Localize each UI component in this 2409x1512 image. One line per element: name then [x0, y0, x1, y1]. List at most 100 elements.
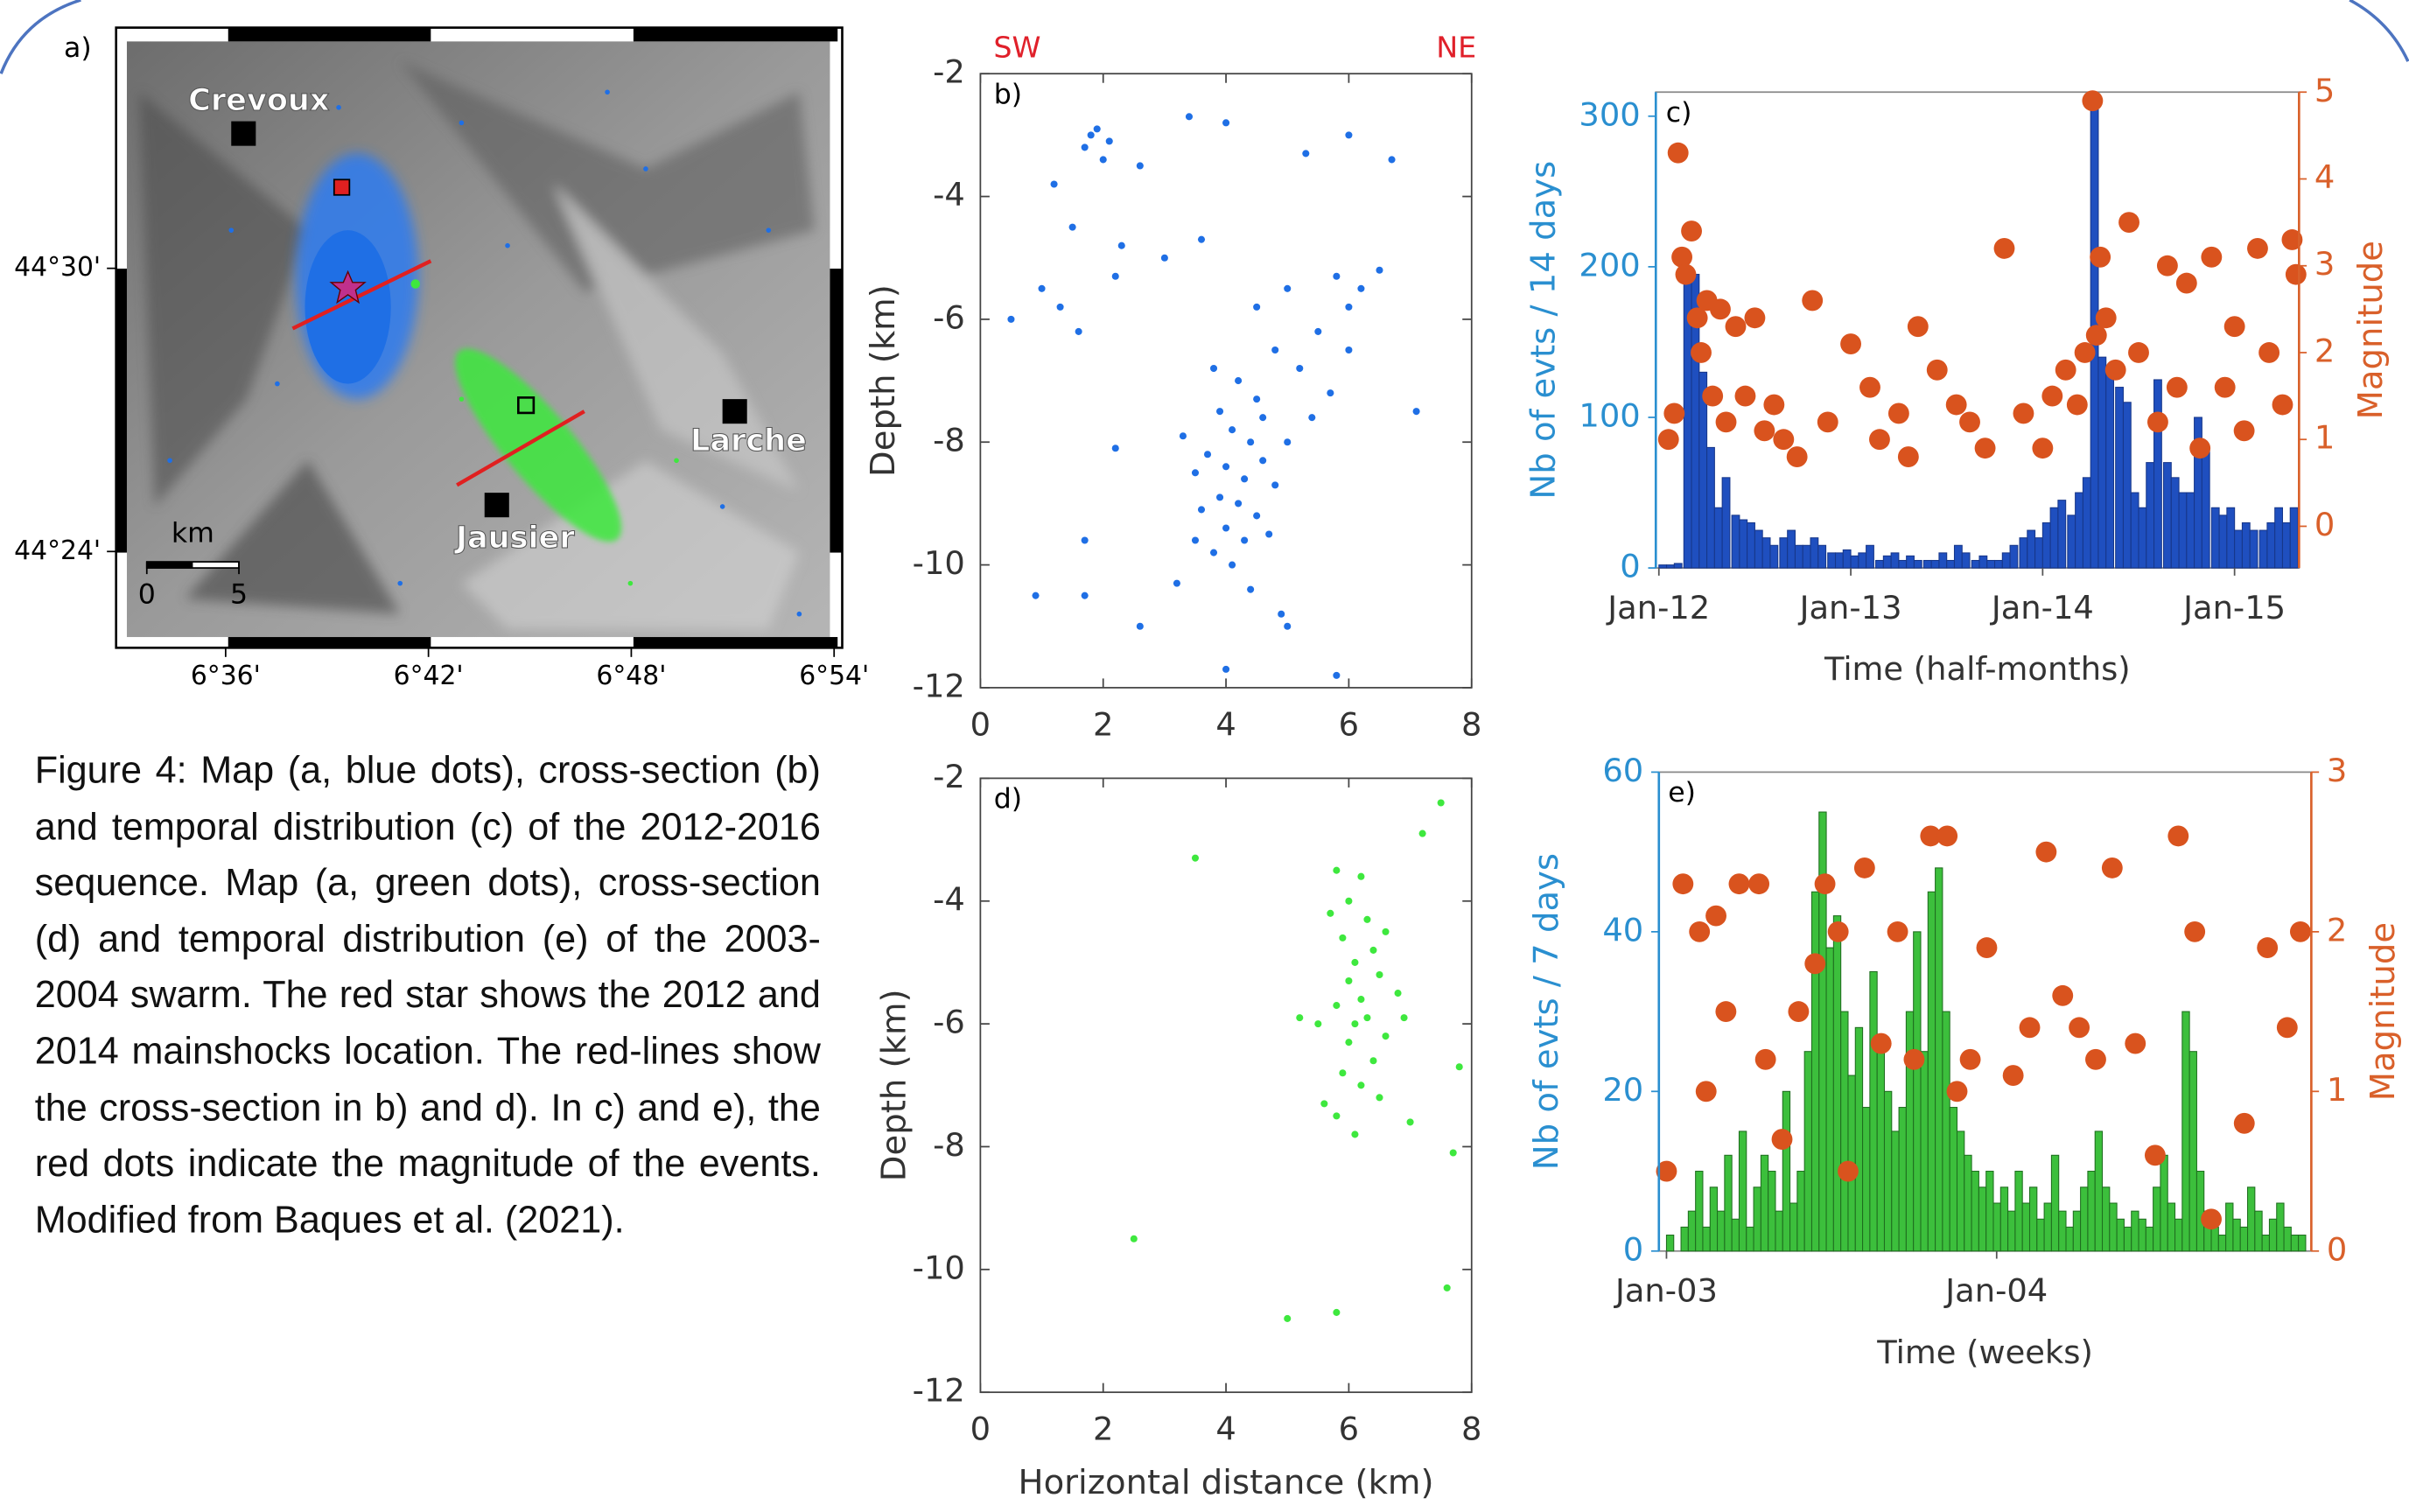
- y-tick-label: -4: [933, 176, 965, 214]
- event-dot: [1351, 1130, 1359, 1138]
- count-bar: [2145, 1226, 2154, 1252]
- scale-tick-label: 5: [230, 579, 248, 611]
- x-tick-label: 6°42': [394, 661, 464, 691]
- y-tick-label: 20: [1602, 1071, 1643, 1109]
- magnitude-dot: [1887, 402, 1909, 424]
- count-bar: [2210, 507, 2220, 569]
- event-dot: [1229, 561, 1236, 569]
- count-bar: [2232, 1218, 2241, 1252]
- count-bar: [1769, 544, 1779, 569]
- magnitude-dot: [1689, 920, 1711, 942]
- y-tick-label: 40: [1602, 911, 1643, 948]
- place-label: Larche: [690, 423, 807, 458]
- count-bar: [1935, 867, 1943, 1252]
- y2-axis-label: Magnitude: [2363, 922, 2403, 1101]
- x-axis-label: Time (half-months): [1824, 650, 2131, 688]
- y-tick-label: -12: [913, 667, 965, 704]
- count-bar: [1731, 514, 1740, 569]
- count-bar: [2082, 477, 2091, 569]
- count-bar: [1938, 552, 1948, 569]
- magnitude-dot: [1734, 385, 1756, 407]
- magnitude-dot: [1993, 237, 2015, 259]
- magnitude-dot: [1773, 429, 1795, 451]
- count-bar: [1739, 519, 1748, 569]
- event-dot: [1038, 284, 1046, 292]
- count-bar: [2138, 507, 2147, 569]
- magnitude-dot: [1691, 342, 1712, 363]
- y2-tick-label: 0: [2314, 506, 2335, 543]
- count-bar: [2188, 1051, 2197, 1252]
- event-dot: [1050, 180, 1058, 188]
- magnitude-dot: [1802, 290, 1824, 312]
- y2-tick-label: 1: [2327, 1071, 2347, 1109]
- count-bar: [2043, 1202, 2052, 1252]
- count-bar: [2101, 1186, 2111, 1252]
- count-bar: [1883, 1090, 1893, 1252]
- event-dot: [1351, 1020, 1359, 1028]
- count-bar: [1731, 1218, 1740, 1252]
- event-dot: [1136, 622, 1144, 630]
- count-bar: [2009, 544, 2019, 569]
- count-bar: [1796, 1171, 1805, 1252]
- count-bar: [2115, 387, 2124, 569]
- magnitude-dot: [1946, 1081, 1968, 1102]
- direction-label: NE: [1436, 31, 1476, 65]
- count-bar: [1665, 1234, 1675, 1252]
- magnitude-dot: [1887, 920, 1908, 942]
- count-bar: [1666, 564, 1675, 569]
- panel-label: a): [64, 32, 92, 64]
- magnitude-dot: [1859, 376, 1880, 398]
- x-axis-label: Time (weeks): [1876, 1334, 2093, 1371]
- count-bar: [2130, 492, 2139, 569]
- x-tick-label: 4: [1215, 705, 1236, 743]
- place-marker: [484, 493, 509, 518]
- event-dot: [1400, 1014, 1408, 1022]
- count-bar: [2217, 1234, 2227, 1252]
- count-bar: [2298, 1234, 2307, 1252]
- y-tick-label: 200: [1579, 246, 1640, 284]
- count-bar: [1753, 1186, 1761, 1252]
- y2-tick-label: 3: [2327, 752, 2347, 789]
- caption-box: Figure 4: Map (a, blue dots), cross-sect…: [35, 751, 821, 1242]
- count-bar: [2014, 1171, 2023, 1252]
- count-bar: [1875, 559, 1884, 569]
- event-dot: [1369, 1057, 1377, 1065]
- magnitude-dot: [1786, 446, 1808, 467]
- y-tick-label: 0: [1623, 1230, 1643, 1268]
- magnitude-dot: [2233, 1112, 2255, 1134]
- count-bar: [2146, 462, 2155, 569]
- event-dot: [1259, 457, 1267, 465]
- y-tick-label: -12: [913, 1372, 965, 1410]
- y-tick-label: -6: [933, 1004, 965, 1041]
- magnitude-dot: [1695, 1081, 1717, 1102]
- magnitude-dot: [2214, 376, 2236, 398]
- count-bar: [2290, 1234, 2300, 1252]
- count-bar: [1827, 552, 1837, 569]
- count-bar: [1794, 544, 1803, 569]
- count-bar: [2186, 492, 2195, 569]
- y-tick-label: 0: [1620, 548, 1640, 585]
- event-dot: [1345, 1039, 1353, 1046]
- magnitude-dot: [1715, 411, 1737, 433]
- magnitude-dot: [2085, 1048, 2106, 1070]
- count-bar: [2131, 1210, 2139, 1252]
- event-dot: [1265, 530, 1273, 538]
- magnitude-dot: [1945, 394, 1967, 416]
- event-dot: [1369, 946, 1377, 954]
- count-bar: [1717, 1210, 1726, 1252]
- count-bar: [1949, 1107, 1958, 1252]
- event-dot: [1222, 463, 1230, 471]
- magnitude-dot: [2085, 325, 2107, 346]
- event-dot: [1345, 303, 1353, 311]
- event-dot: [1296, 365, 1304, 373]
- magnitude-dot: [2281, 229, 2303, 250]
- y-axis-label: Nb of evts / 14 days: [1523, 161, 1563, 500]
- magnitude-dot: [1681, 220, 1702, 242]
- event-dot: [1209, 549, 1218, 556]
- magnitude-dot: [2095, 307, 2117, 329]
- x-axis-label: Horizontal distance (km): [1019, 1463, 1434, 1502]
- event-dot: [1253, 512, 1261, 520]
- event-dot: [1363, 915, 1371, 923]
